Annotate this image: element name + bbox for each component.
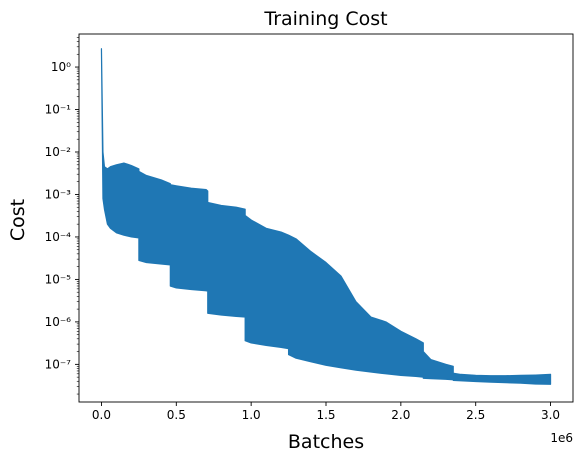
y-tick-label: 10⁻²: [45, 145, 72, 159]
chart-title: Training Cost: [263, 8, 387, 30]
x-offset-label: 1e6: [550, 431, 573, 445]
y-tick-label: 10⁻⁶: [45, 315, 72, 329]
x-tick-label: 1.0: [242, 408, 261, 422]
cost-series-band: [100, 48, 552, 385]
y-tick-label: 10⁻⁴: [45, 230, 72, 244]
x-tick-label: 0.5: [167, 408, 186, 422]
x-tick-label: 3.0: [541, 408, 560, 422]
y-tick-label: 10⁻³: [45, 187, 72, 201]
x-tick-label: 0.0: [92, 408, 111, 422]
y-axis-ticks: 10⁻⁷ 10⁻⁶ 10⁻⁵ 10⁻⁴ 10⁻³ 10⁻² 10⁻¹ 10⁰: [45, 37, 79, 395]
y-tick-label: 10⁻⁵: [45, 272, 72, 286]
x-axis-label: Batches: [288, 431, 364, 453]
x-tick-label: 2.0: [391, 408, 410, 422]
x-tick-label: 1.5: [316, 408, 335, 422]
y-tick-label: 10⁻¹: [45, 103, 72, 117]
y-tick-label: 10⁰: [51, 60, 71, 74]
x-axis-ticks: 0.0 0.5 1.0 1.5 2.0 2.5 3.0: [92, 402, 560, 422]
y-axis-label: Cost: [7, 199, 29, 241]
y-tick-label: 10⁻⁷: [45, 357, 72, 371]
plot-area: [100, 48, 552, 385]
plot-frame: [78, 33, 574, 403]
x-tick-label: 2.5: [466, 408, 485, 422]
